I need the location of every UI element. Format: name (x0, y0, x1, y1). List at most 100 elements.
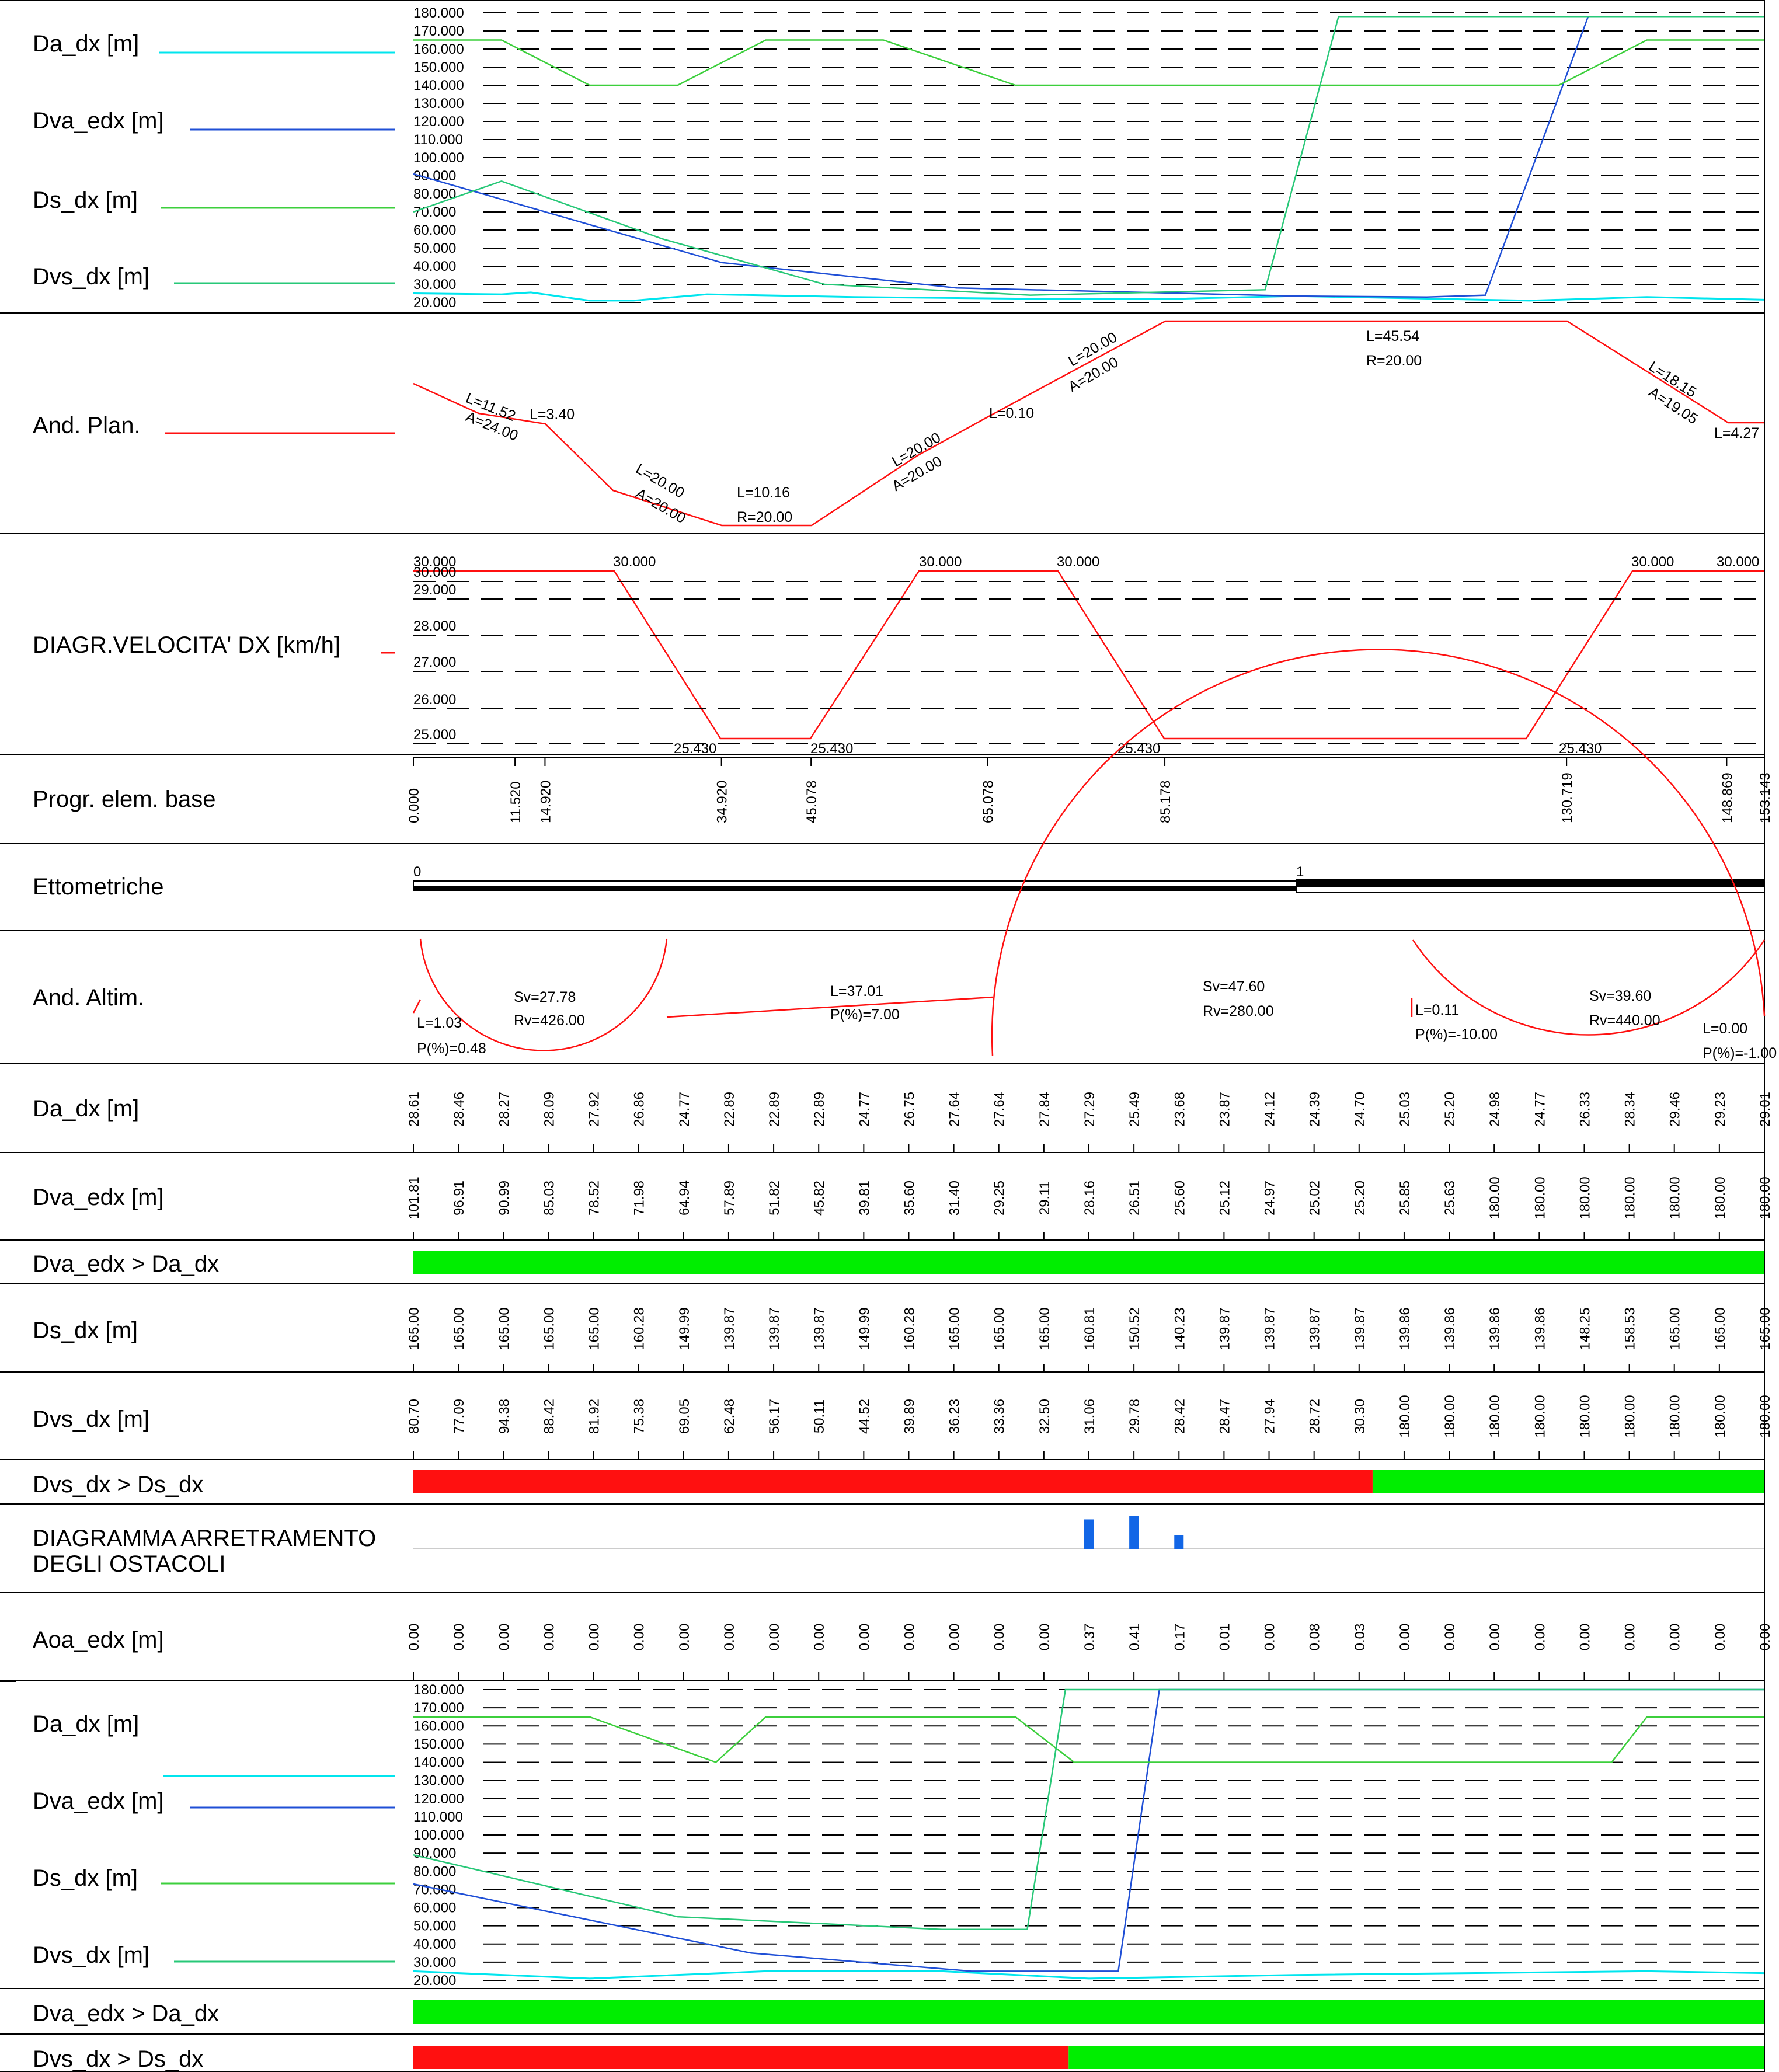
table-cell: 0.00 (451, 1624, 467, 1651)
table-cell: 31.06 (1082, 1399, 1098, 1434)
table-cell: 180.00 (1712, 1176, 1728, 1219)
table-cell: 180.00 (1442, 1395, 1458, 1437)
hectometre-fill-0 (413, 886, 1296, 891)
altim-label-l000: L=0.00 (1703, 1021, 1747, 1037)
table-cell: 0.00 (1397, 1624, 1413, 1651)
table-cell: 24.39 (1307, 1092, 1323, 1127)
table-cell: 26.51 (1127, 1180, 1143, 1216)
series-da (413, 291, 1765, 302)
bottom-dvs-label: Dvs_dx [m] (33, 1942, 149, 1968)
table-cell: 0.00 (541, 1624, 557, 1651)
table-cell: 27.29 (1082, 1092, 1098, 1127)
speed-tick-label: 28.000 (413, 618, 456, 634)
vertical-alignment (412, 648, 1766, 1056)
arretramento-label-1: DIAGRAMMA ARRETRAMENTO (33, 1526, 376, 1551)
table-cell: 165.00 (1757, 1307, 1773, 1350)
table-cell: 165.00 (1712, 1307, 1728, 1350)
altim-grade-2 (666, 996, 993, 1018)
table-cell: 180.00 (1757, 1176, 1773, 1219)
table-cell: 23.87 (1217, 1092, 1233, 1127)
altim-label-sv3960: Sv=39.60 (1589, 988, 1651, 1004)
speed-tick-label: 30.000 (413, 565, 456, 580)
table-cell: 29.11 (1037, 1181, 1053, 1215)
table-cell: 57.89 (722, 1180, 737, 1216)
table-cell: 165.00 (496, 1307, 512, 1350)
table-cell: 28.09 (541, 1092, 557, 1127)
table-cell: 27.64 (947, 1092, 963, 1127)
progr-label: 14.920 (538, 781, 553, 823)
table-cell: 25.03 (1397, 1092, 1413, 1127)
table-cell: 44.52 (857, 1399, 872, 1434)
altim-grade-1 (412, 999, 422, 1014)
table-cell: 180.00 (1623, 1176, 1638, 1219)
progressive-axis: 0.000 11.520 14.920 34.920 45.078 65.07865.07… (406, 757, 1773, 823)
altim-label-pm10: P(%)=-10.00 (1415, 1026, 1498, 1043)
y-tick-label: 130.000 (413, 1773, 464, 1789)
table-cell: 0.00 (1487, 1624, 1503, 1651)
table-cell: 0.08 (1307, 1624, 1323, 1651)
ds-dx-label: Ds_dx [m] (33, 1318, 138, 1343)
comparison-segment-ok (413, 2000, 1764, 2024)
table-cell: 69.05 (677, 1399, 692, 1434)
table-cell: 22.89 (767, 1092, 782, 1127)
table-cell: 139.86 (1442, 1307, 1458, 1350)
table-cell: 75.38 (632, 1399, 647, 1434)
table-cell: 0.00 (496, 1624, 512, 1651)
speed-top-label: 30.000 (1717, 554, 1759, 570)
progr-label: 85.178 (1158, 781, 1174, 823)
table-cell: 22.89 (722, 1092, 737, 1127)
table-cell: 0.00 (992, 1624, 1008, 1651)
table-cell: 150.52 (1127, 1307, 1143, 1350)
table-cell: 0.01 (1217, 1624, 1233, 1651)
table-cell: 85.03 (541, 1180, 557, 1216)
table-cell: 180.00 (1532, 1395, 1548, 1437)
altim-label-pm1: P(%)=-1.00 (1703, 1045, 1777, 1061)
cmp-dva-da-label: Dva_edx > Da_dx (33, 1251, 219, 1277)
speed-top-label: 30.000 (1057, 554, 1099, 570)
table-cell: 24.77 (857, 1092, 872, 1127)
table-cell: 139.87 (767, 1307, 782, 1350)
table-cell: 0.00 (406, 1624, 422, 1651)
table-cell: 50.11 (812, 1399, 827, 1433)
y-tick-label: 20.000 (413, 295, 456, 311)
table-cell: 25.63 (1442, 1180, 1458, 1216)
hectometre-mark: 1 (1296, 864, 1304, 880)
table-cell: 28.61 (406, 1092, 422, 1127)
table-cell: 29.25 (992, 1180, 1008, 1216)
comparison-bars (413, 1251, 1764, 2069)
table-cell: 180.00 (1487, 1395, 1503, 1437)
cmp-dvs-ds-bottom-label: Dvs_dx > Ds_dx (33, 2046, 203, 2072)
arretramento-bar (1129, 1516, 1139, 1549)
speed-top-label: 30.000 (1631, 554, 1674, 570)
table-cell: 45.82 (812, 1180, 827, 1216)
table-cell: 139.86 (1397, 1307, 1413, 1350)
table-cell: 160.81 (1082, 1307, 1098, 1350)
table-cell: 27.64 (992, 1092, 1008, 1127)
table-cell: 139.86 (1532, 1307, 1548, 1350)
table-cell: 24.12 (1262, 1092, 1278, 1127)
table-cell: 39.89 (901, 1399, 917, 1434)
table-cell: 165.00 (1037, 1307, 1053, 1350)
table-cell: 36.23 (947, 1399, 963, 1434)
series-dvs (413, 1688, 1764, 1931)
plan-alignment: L=11.52 A=24.00 L=3.40 L=20.00 A=20.00 L… (413, 320, 1764, 527)
series-da (413, 1970, 1765, 1980)
table-cell: 29.46 (1667, 1092, 1683, 1127)
dva-edx-label: Dva_edx [m] (33, 1185, 164, 1210)
table-cell: 94.38 (496, 1399, 512, 1434)
plan-label-l010: L=0.10 (989, 405, 1034, 422)
table-cell: 81.92 (587, 1399, 603, 1434)
and-plan-label: And. Plan. (33, 413, 141, 438)
comparison-segment-fail (413, 1470, 1373, 1493)
speed-line (413, 570, 1764, 740)
table-cell: 24.77 (677, 1092, 692, 1127)
table-cell: 180.00 (1667, 1395, 1683, 1437)
table-cell: 27.84 (1037, 1092, 1053, 1127)
table-cell: 25.85 (1397, 1180, 1413, 1216)
table-cell: 88.42 (541, 1399, 557, 1434)
diagr-velocita-label: DIAGR.VELOCITA' DX [km/h] (33, 632, 340, 658)
table-cell: 29.78 (1127, 1399, 1143, 1434)
plan-label-l1016: L=10.16 (737, 485, 790, 501)
progr-label: 11.520 (508, 781, 524, 823)
